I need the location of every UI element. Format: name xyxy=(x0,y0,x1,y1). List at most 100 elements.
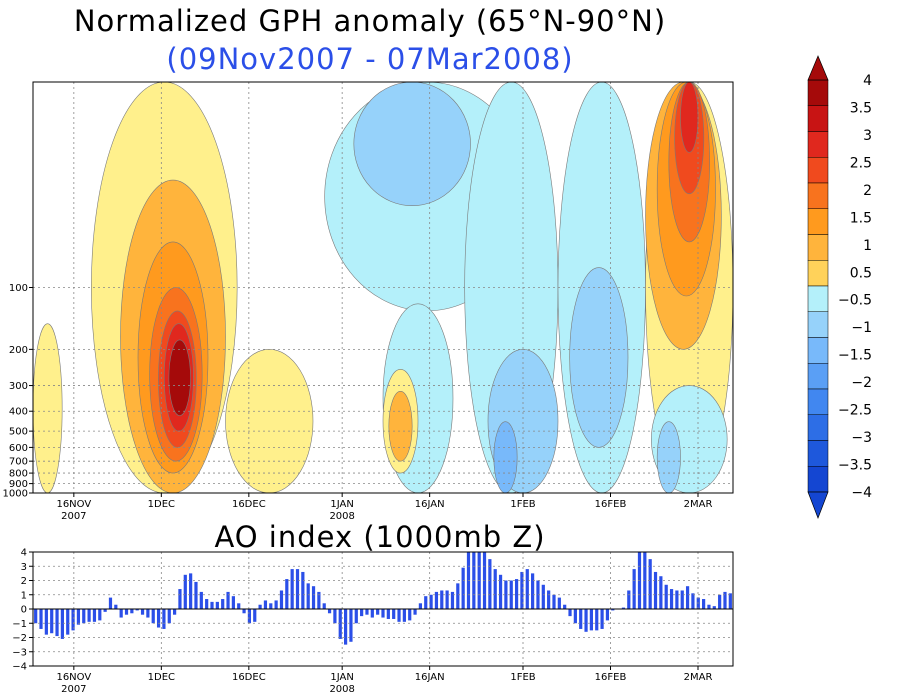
ao-bar-11 xyxy=(92,609,97,622)
ao-bar-40 xyxy=(247,609,252,624)
ao-bar-108 xyxy=(611,609,615,611)
ao-ytick-label-8: −4 xyxy=(12,662,27,673)
ao-bar-19 xyxy=(135,609,139,611)
ao-bar-4 xyxy=(55,609,59,637)
colorbar-segment-14 xyxy=(807,440,829,467)
ao-bar-70 xyxy=(408,609,412,621)
chart-title: Normalized GPH anomaly (65°N-90°N) xyxy=(73,4,667,38)
ao-xtick-label-5: 1FEB xyxy=(510,672,535,683)
ao-bar-123 xyxy=(691,593,695,609)
colorbar-segment-7 xyxy=(807,260,829,287)
ao-bar-5 xyxy=(60,609,64,639)
ao-bar-14 xyxy=(108,597,113,609)
ao-ytick-label-7: −3 xyxy=(12,647,27,658)
ao-bar-42 xyxy=(258,604,262,609)
heatmap-ytick-label-4: 500 xyxy=(9,427,28,438)
heatmap-ytick-label-1: 200 xyxy=(9,345,28,356)
ao-bar-49 xyxy=(295,569,300,609)
ao-bar-25 xyxy=(167,609,171,624)
ao-bar-92 xyxy=(525,569,529,609)
ao-bar-120 xyxy=(675,590,679,609)
ao-bar-58 xyxy=(343,609,348,645)
colorbar-label-1: 3.5 xyxy=(850,100,872,116)
heatmap-xtick-label-4: 16JAN xyxy=(415,499,445,510)
ao-bar-96 xyxy=(547,590,551,609)
ao-bar-110 xyxy=(621,607,626,609)
ao-bar-75 xyxy=(434,591,439,609)
ao-bar-29 xyxy=(189,573,193,609)
colorbar-segment-12 xyxy=(807,388,829,415)
ao-bar-64 xyxy=(376,609,380,615)
heatmap-xtick-year-0: 2007 xyxy=(61,511,86,522)
heatmap-region-10 xyxy=(353,82,471,207)
ao-bar-44 xyxy=(269,603,273,609)
ao-bar-32 xyxy=(205,599,209,609)
ao-bar-55 xyxy=(327,609,332,614)
ao-bar-126 xyxy=(707,604,711,609)
ao-bar-78 xyxy=(450,591,455,609)
heatmap-xtick-label-3: 1JAN xyxy=(330,499,353,510)
colorbar-top-arrow xyxy=(807,55,829,81)
colorbar-segment-15 xyxy=(807,466,829,493)
colorbar-segment-5 xyxy=(807,208,829,235)
heatmap-xtick-label-6: 16FEB xyxy=(595,499,627,510)
ao-bar-38 xyxy=(237,603,241,609)
colorbar-label-15: −4 xyxy=(851,485,872,501)
ao-bar-51 xyxy=(306,583,310,609)
ao-bar-66 xyxy=(386,609,390,619)
ao-bar-99 xyxy=(563,604,567,609)
ao-bar-0 xyxy=(34,609,38,624)
ao-bar-61 xyxy=(360,609,364,617)
heatmap-xtick-label-1: 1DEC xyxy=(148,499,175,510)
ao-bar-21 xyxy=(146,609,150,618)
heatmap-ytick-label-0: 100 xyxy=(9,283,28,294)
heatmap-xtick-label-0: 16NOV xyxy=(56,499,91,510)
colorbar-segment-10 xyxy=(807,337,829,364)
colorbar-label-5: 1.5 xyxy=(850,210,872,226)
ao-bar-104 xyxy=(589,609,593,631)
heatmap-ytick-label-2: 300 xyxy=(9,381,28,392)
ao-bar-7 xyxy=(71,609,75,631)
ao-bar-53 xyxy=(317,591,321,609)
colorbar-segment-9 xyxy=(807,311,829,338)
heatmap-region-8 xyxy=(225,349,314,493)
ao-bar-69 xyxy=(402,609,406,622)
ao-bar-13 xyxy=(103,609,107,612)
heatmap-xtick-label-2: 16DEC xyxy=(232,499,266,510)
ao-bar-56 xyxy=(333,609,337,624)
ao-bar-57 xyxy=(338,609,342,639)
ao-bar-15 xyxy=(114,604,118,609)
colorbar-segment-2 xyxy=(807,131,829,158)
heatmap-layer xyxy=(33,82,733,493)
ao-bar-30 xyxy=(194,581,198,609)
ao-bar-88 xyxy=(504,580,508,609)
colorbar-label-14: −3.5 xyxy=(838,458,872,474)
ao-bar-20 xyxy=(140,609,145,615)
colorbar-label-13: −3 xyxy=(851,430,872,446)
colorbar-label-11: −2 xyxy=(851,375,872,391)
ao-bar-97 xyxy=(552,594,556,609)
ao-bar-105 xyxy=(595,609,599,631)
ao-bar-125 xyxy=(702,599,706,609)
ao-xtick-year-3: 2008 xyxy=(329,684,354,695)
heatmap-region-6 xyxy=(168,339,191,416)
ao-bar-3 xyxy=(50,609,54,634)
ao-bar-86 xyxy=(493,569,497,609)
ao-bar-112 xyxy=(632,569,636,609)
ao-bar-85 xyxy=(488,559,492,609)
ao-bar-26 xyxy=(173,609,177,615)
heatmap-ytick-label-3: 400 xyxy=(9,407,28,418)
ao-bar-89 xyxy=(509,580,513,609)
ao-ytick-label-5: −1 xyxy=(12,619,27,630)
ao-bar-2 xyxy=(44,609,48,635)
ao-bar-36 xyxy=(226,591,230,609)
ao-bar-62 xyxy=(365,609,369,615)
colorbar-label-12: −2.5 xyxy=(838,403,872,419)
ao-bar-130 xyxy=(728,593,732,609)
ao-bar-47 xyxy=(285,579,289,609)
colorbar-label-10: −1.5 xyxy=(838,348,872,364)
ao-bar-95 xyxy=(541,584,545,609)
heatmap-ytick-label-7: 800 xyxy=(9,469,28,480)
ao-bar-18 xyxy=(130,609,134,614)
